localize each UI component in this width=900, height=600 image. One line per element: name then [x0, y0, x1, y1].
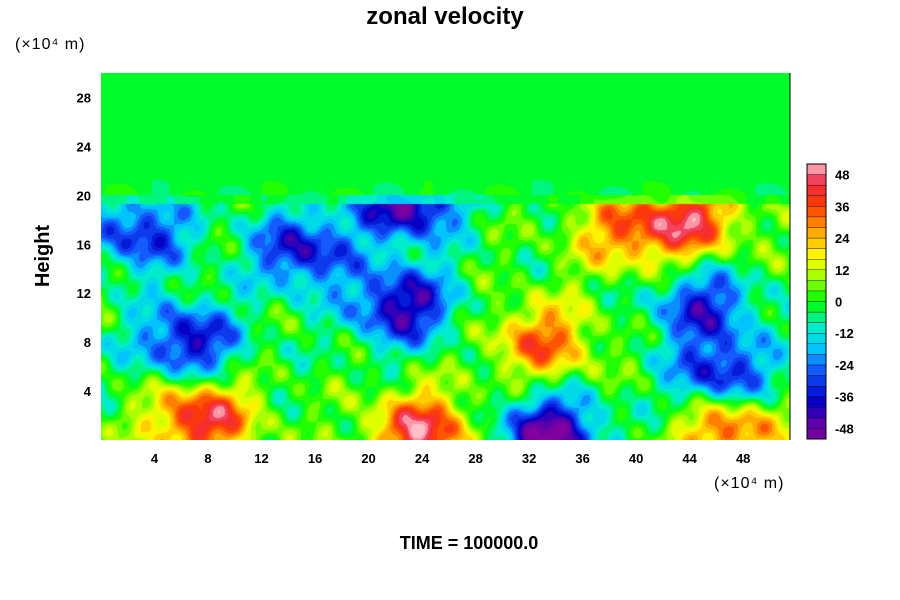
x-tick-label: 4: [151, 451, 159, 466]
x-tick-label: 48: [736, 451, 750, 466]
colorbar-tick-label: 12: [835, 263, 849, 278]
colorbar: 48 36 24 12 0 -12 -24 -36 -48: [806, 163, 855, 440]
colorbar-band: [806, 280, 827, 292]
colorbar-band: [806, 259, 827, 270]
colorbar-tick-label: 48: [835, 168, 849, 183]
time-label: TIME = 100000.0: [400, 533, 539, 553]
x-tick-labels: 4 8 12 16 20 24 28 32 36 40 44 48: [151, 451, 751, 466]
velocity-field: [101, 73, 790, 440]
colorbar-tick-label: 24: [835, 231, 850, 246]
colorbar-band: [806, 322, 827, 334]
colorbar-band: [806, 174, 827, 186]
colorbar-band: [806, 269, 827, 281]
colorbar-band: [806, 248, 827, 260]
colorbar-band: [806, 396, 827, 408]
colorbar-band: [806, 163, 827, 175]
colorbar-band: [806, 354, 827, 366]
colorbar-band: [806, 417, 827, 429]
x-unit-label: (×10⁴ m): [714, 475, 784, 492]
y-tick-labels: 4 8 12 16 20 24 28: [77, 90, 92, 399]
colorbar-tick-label: 36: [835, 199, 849, 214]
x-tick-label: 36: [575, 451, 589, 466]
x-tick-label: 24: [415, 451, 430, 466]
colorbar-band: [806, 206, 827, 218]
colorbar-band: [806, 375, 827, 387]
colorbar-band: [806, 195, 827, 207]
colorbar-band: [806, 301, 827, 313]
colorbar-band: [806, 216, 827, 228]
y-tick-label: 20: [77, 188, 91, 203]
x-tick-label: 44: [682, 451, 697, 466]
colorbar-band: [806, 184, 827, 196]
colorbar-band: [806, 333, 827, 344]
colorbar-band: [806, 290, 827, 302]
y-tick-label: 28: [77, 90, 91, 105]
colorbar-band: [806, 227, 827, 239]
x-tick-label: 40: [629, 451, 643, 466]
colorbar-tick-label: -36: [835, 390, 854, 405]
x-tick-label: 20: [361, 451, 375, 466]
colorbar-tick-labels: 48 36 24 12 0 -12 -24 -36 -48: [835, 168, 855, 437]
chart-title: zonal velocity: [366, 3, 524, 30]
x-tick-label: 8: [204, 451, 211, 466]
colorbar-band: [806, 311, 827, 323]
colorbar-band: [806, 407, 827, 419]
x-tick-label: 28: [468, 451, 482, 466]
colorbar-band: [806, 364, 827, 376]
colorbar-band: [806, 428, 827, 440]
y-tick-label: 12: [77, 286, 91, 301]
y-axis-label: Height: [32, 225, 54, 288]
y-tick-label: 16: [77, 237, 91, 252]
y-tick-label: 8: [84, 335, 91, 350]
colorbar-band: [806, 343, 827, 355]
colorbar-band: [806, 385, 827, 397]
colorbar-tick-label: -12: [835, 326, 854, 341]
colorbar-tick-label: -48: [835, 421, 854, 436]
x-tick-label: 16: [308, 451, 322, 466]
x-tick-label: 32: [522, 451, 536, 466]
colorbar-frame: [806, 163, 827, 440]
plot-area: [101, 73, 791, 440]
colorbar-tick-label: -24: [835, 358, 855, 373]
colorbar-tick-label: 0: [835, 295, 842, 310]
y-tick-label: 4: [84, 384, 92, 399]
x-tick-label: 12: [254, 451, 268, 466]
colorbar-band: [806, 237, 827, 249]
y-tick-label: 24: [77, 139, 92, 154]
y-unit-label: (×10⁴ m): [15, 36, 85, 53]
